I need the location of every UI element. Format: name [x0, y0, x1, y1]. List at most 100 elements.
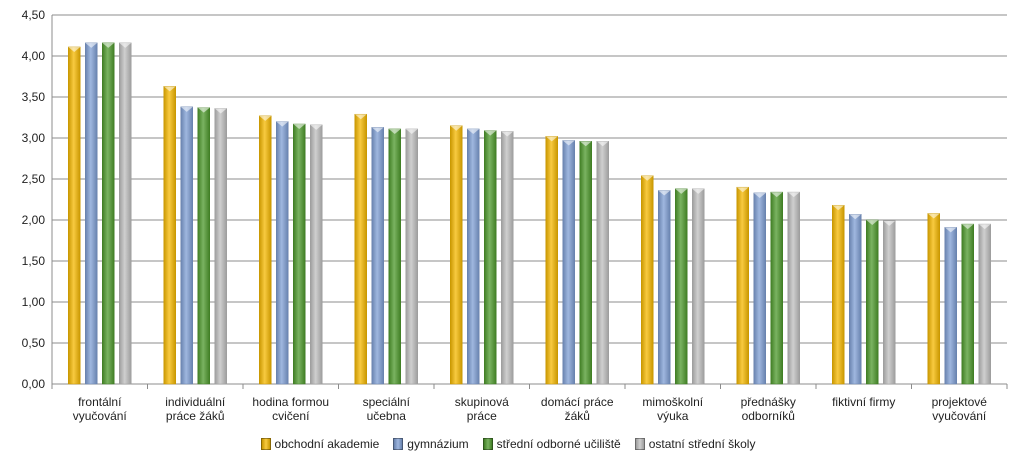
bar-cap	[832, 205, 845, 211]
bar	[310, 124, 323, 385]
bar-cap	[736, 187, 749, 193]
x-category-label-line: cvičení	[272, 409, 310, 423]
bar	[562, 140, 575, 385]
bar	[579, 141, 592, 385]
x-category-label: hodina formou cvičení	[252, 395, 329, 423]
x-category-label-line: skupinová	[455, 395, 509, 409]
bar	[832, 204, 845, 385]
legend-label: střední odborné učiliště	[496, 437, 621, 451]
bar-cap	[927, 213, 940, 219]
bar-cap	[866, 220, 879, 225]
bar	[927, 213, 940, 385]
x-category-label-line: speciální	[363, 395, 411, 409]
bar-cap	[450, 125, 463, 131]
bar-cap	[692, 188, 705, 194]
x-category-label-line: fiktivní firmy	[832, 395, 895, 409]
y-tick-label: 2,00	[22, 213, 46, 227]
x-category-label-line: výuka	[657, 409, 689, 423]
y-tick-label: 0,50	[22, 336, 46, 350]
y-tick-label: 0,00	[22, 377, 46, 391]
bar-cap	[467, 128, 480, 134]
bar	[354, 113, 367, 385]
x-category-label-line: individuální	[165, 395, 226, 409]
y-tick-label: 1,50	[22, 254, 46, 268]
bar	[85, 42, 98, 385]
legend-label: gymnázium	[407, 437, 469, 451]
x-category-label: speciální učebna	[363, 395, 411, 423]
x-category-label: přednášky odborníků	[741, 395, 796, 423]
x-category-label-line: odborníků	[742, 409, 795, 423]
x-category-label-line: přednášky	[741, 395, 796, 409]
x-category-label-line: mimoškolní	[642, 395, 703, 409]
legend-item: ostatní střední školy	[634, 437, 755, 451]
bar	[501, 131, 514, 385]
x-category-label-line: projektové	[932, 395, 988, 409]
bar	[484, 130, 497, 385]
bar-cap	[501, 131, 514, 137]
x-category-label-line: žáků	[565, 409, 590, 423]
bar-cap	[658, 190, 671, 196]
bar	[450, 125, 463, 385]
bar-cap	[276, 121, 289, 127]
bar	[736, 186, 749, 385]
bar	[675, 188, 688, 385]
bar	[641, 175, 654, 385]
bar	[787, 191, 800, 385]
bar	[119, 42, 132, 385]
x-category-label-line: domácí práce	[541, 395, 614, 409]
x-category-label: domácí práce žáků	[541, 395, 614, 423]
bar-cap	[259, 115, 272, 121]
bar	[883, 220, 896, 385]
bar-cap	[770, 192, 783, 198]
bar-cap	[310, 124, 323, 130]
y-tick-label: 1,00	[22, 295, 46, 309]
y-tick-label: 4,00	[22, 49, 46, 63]
bar	[961, 223, 974, 385]
bar-cap	[753, 192, 766, 198]
bar-cap	[180, 106, 193, 112]
x-category-label: mimoškolní výuka	[642, 395, 703, 423]
bar	[163, 86, 176, 385]
y-tick-label: 3,00	[22, 131, 46, 145]
bar	[467, 128, 480, 385]
bar-cap	[849, 214, 862, 220]
legend-swatch	[634, 438, 645, 450]
bar-cap	[787, 192, 800, 198]
legend-swatch	[260, 438, 271, 450]
bar	[293, 123, 306, 385]
bar-cap	[961, 224, 974, 230]
bar-cap	[944, 227, 957, 233]
bar-cap	[641, 175, 654, 181]
bar	[68, 46, 81, 385]
x-category-label: projektové vyučování	[932, 395, 988, 423]
x-category-label-line: učebna	[367, 409, 407, 423]
bar-cap	[883, 220, 896, 226]
legend-item: obchodní akademie	[260, 437, 380, 451]
x-category-label-line: frontální	[78, 395, 122, 409]
bar-cap	[675, 188, 688, 194]
bar	[214, 108, 227, 385]
bar-cap	[579, 141, 592, 147]
bar	[276, 121, 289, 385]
x-category-label: frontální vyučování	[73, 395, 128, 423]
bar-cap	[978, 224, 991, 230]
legend-swatch	[393, 438, 404, 450]
bar-cap	[119, 42, 132, 48]
legend-label: obchodní akademie	[274, 437, 380, 451]
bar-cap	[163, 86, 176, 92]
bar-cap	[371, 127, 384, 133]
bar-cap	[293, 124, 306, 130]
x-category-label-line: hodina formou	[252, 395, 329, 409]
bar-cap	[68, 46, 81, 52]
bar-cap	[354, 114, 367, 120]
legend-item: gymnázium	[393, 437, 469, 451]
y-tick-label: 2,50	[22, 172, 46, 186]
legend-swatch	[482, 438, 493, 450]
x-category-label: fiktivní firmy	[832, 395, 895, 409]
bar	[944, 227, 957, 385]
x-category-label: individuální práce žáků	[165, 395, 226, 423]
bar-cap	[85, 42, 98, 48]
bar-cap	[388, 128, 401, 134]
